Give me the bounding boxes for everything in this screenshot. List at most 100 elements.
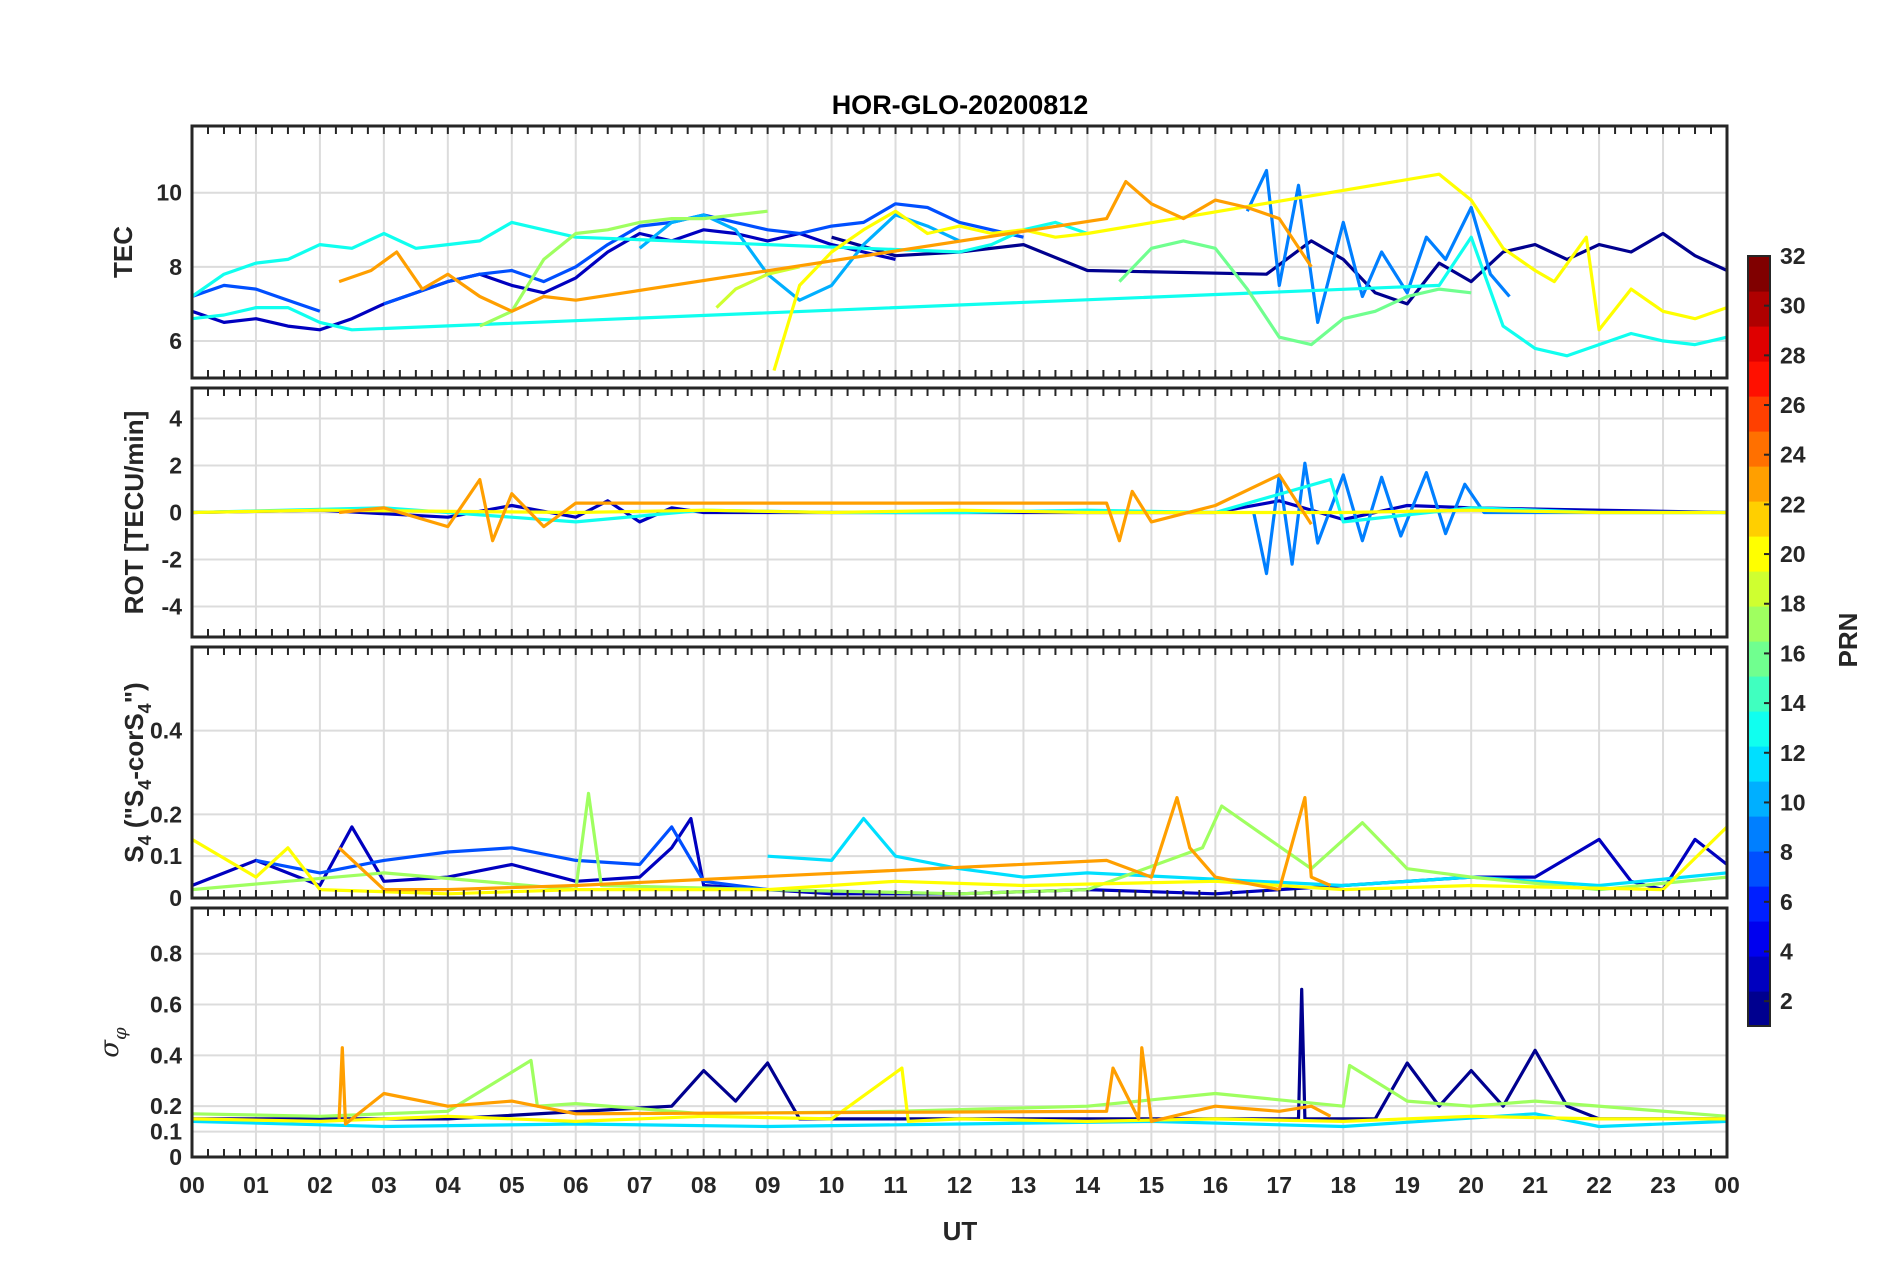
colorbar-tick-label: 18 [1780, 591, 1806, 617]
y-axis-label: S4 ("S4-corS4") [119, 682, 155, 862]
colorbar-segment [1748, 536, 1770, 572]
chart-title: HOR-GLO-20200812 [832, 90, 1089, 120]
y-tick-label: 0.6 [150, 992, 182, 1018]
panel-2: -4 -2 0 2 4 ROT [TECU/min] [119, 386, 1729, 639]
y-tick-label: 0 [169, 885, 182, 911]
x-tick-label: 04 [435, 1172, 461, 1198]
x-tick-label: 02 [307, 1172, 333, 1198]
series-group [192, 168, 1727, 372]
series-line-prn-20 [772, 172, 1727, 372]
colorbar-segment [1748, 256, 1770, 292]
colorbar-tick-label: 16 [1780, 640, 1806, 666]
series-group [192, 461, 1727, 576]
colorbar-tick-label: 32 [1780, 243, 1806, 269]
x-tick-label: 19 [1394, 1172, 1420, 1198]
colorbar-tick-label: 30 [1780, 293, 1806, 319]
x-tick-label: 05 [499, 1172, 525, 1198]
y-tick-label: 4 [169, 406, 182, 432]
panel-4: 00.10.2 0.4 0.6 0.8 σφ 00 01 02 03 04 05 06 07 08 09 10… [95, 906, 1740, 1198]
series-line-prn-17 [479, 209, 768, 328]
colorbar-segment [1748, 921, 1770, 957]
series-line-prn-14 [192, 220, 1088, 298]
x-tick-label: 15 [1139, 1172, 1165, 1198]
colorbar-segment [1748, 781, 1770, 817]
y-tick-label: 0 [169, 500, 182, 526]
series-line-prn-8 [255, 825, 768, 892]
y-tick-label: 0.4 [150, 1042, 182, 1068]
x-tick-label: 22 [1586, 1172, 1612, 1198]
y-tick-label: 10 [156, 180, 182, 206]
y-axis-label: σφ [95, 1027, 131, 1058]
x-tick-label: 06 [563, 1172, 589, 1198]
colorbar-segment [1748, 991, 1770, 1027]
y-tick-label: 0.8 [150, 941, 182, 967]
y-tick-label: -2 [162, 546, 182, 572]
series-line-prn-18 [192, 1058, 1727, 1118]
series-line-prn-21 [192, 1066, 1727, 1124]
series-line-prn-17 [192, 791, 1727, 896]
x-tick-label: 12 [947, 1172, 973, 1198]
series-line-prn-2 [192, 987, 1727, 1121]
colorbar-segment [1748, 956, 1770, 992]
x-tick-label: 17 [1266, 1172, 1292, 1198]
series-line-prn-19 [715, 265, 800, 309]
colorbar-tick-label: 2 [1780, 988, 1793, 1014]
colorbar-tick-label: 28 [1780, 342, 1806, 368]
series-line-prn-3 [192, 228, 896, 332]
colorbar-segment [1748, 466, 1770, 502]
y-tick-label: 0.2 [150, 801, 182, 827]
colorbar-segment [1748, 501, 1770, 537]
series-line-prn-23 [337, 1046, 1332, 1126]
colorbar-tick-label: 20 [1780, 541, 1806, 567]
x-tick-label: 09 [755, 1172, 781, 1198]
x-axis-label: UT [943, 1216, 978, 1246]
colorbar-segment [1748, 291, 1770, 327]
y-axis-label: ROT [TECU/min] [119, 411, 149, 615]
x-tick-label: 11 [883, 1172, 908, 1198]
series-group [192, 791, 1727, 896]
colorbar-segment [1748, 326, 1770, 362]
colorbar-tick-label: 10 [1780, 789, 1806, 815]
colorbar-segment [1748, 711, 1770, 747]
colorbar-label: PRN [1833, 613, 1863, 668]
colorbar-tick-label: 26 [1780, 392, 1806, 418]
colorbar-segment [1748, 606, 1770, 642]
colorbar-tick-label: 12 [1780, 740, 1806, 766]
series-line-prn-14 [192, 478, 1727, 524]
x-tick-label: 20 [1458, 1172, 1484, 1198]
x-tick-label: 01 [243, 1172, 269, 1198]
x-tick-label: 03 [371, 1172, 397, 1198]
x-tick-label: 21 [1522, 1172, 1548, 1198]
series-line-prn-13 [192, 235, 1727, 358]
y-tick-label: 8 [169, 254, 182, 280]
colorbar-segment [1748, 886, 1770, 922]
panel-1: 6 8 10 TEC [108, 124, 1729, 380]
colorbar-segment [1748, 746, 1770, 782]
x-tick-label: 16 [1203, 1172, 1229, 1198]
series-line-prn-9 [1245, 168, 1511, 324]
colorbar-tick-label: 6 [1780, 889, 1793, 915]
y-tick-label: 0.2 [150, 1093, 182, 1119]
series-line-prn-9 [1252, 461, 1727, 576]
y-tick-label: 0 [169, 1144, 182, 1170]
colorbar-tick-label: 8 [1780, 839, 1793, 865]
series-line-prn-2 [831, 231, 1727, 306]
colorbar-segment [1748, 816, 1770, 852]
x-tick-label: 10 [819, 1172, 845, 1198]
y-tick-label: 6 [169, 328, 182, 354]
x-tick-label: 00 [179, 1172, 205, 1198]
series-line-prn-16 [1118, 239, 1472, 347]
colorbar-segment [1748, 396, 1770, 432]
series-line-prn-12 [767, 816, 1727, 888]
colorbar-segment [1748, 676, 1770, 712]
colorbar-segment [1748, 431, 1770, 467]
panel-3: 0 0.1 0.2 0.4S4 ("S4-corS4") [119, 645, 1729, 911]
series-line-prn-21 [192, 825, 1727, 896]
x-tick-label: 18 [1330, 1172, 1356, 1198]
series-line-prn-12 [192, 1112, 1727, 1129]
series-line-prn-7 [192, 283, 321, 313]
x-tick-label: 08 [691, 1172, 717, 1198]
